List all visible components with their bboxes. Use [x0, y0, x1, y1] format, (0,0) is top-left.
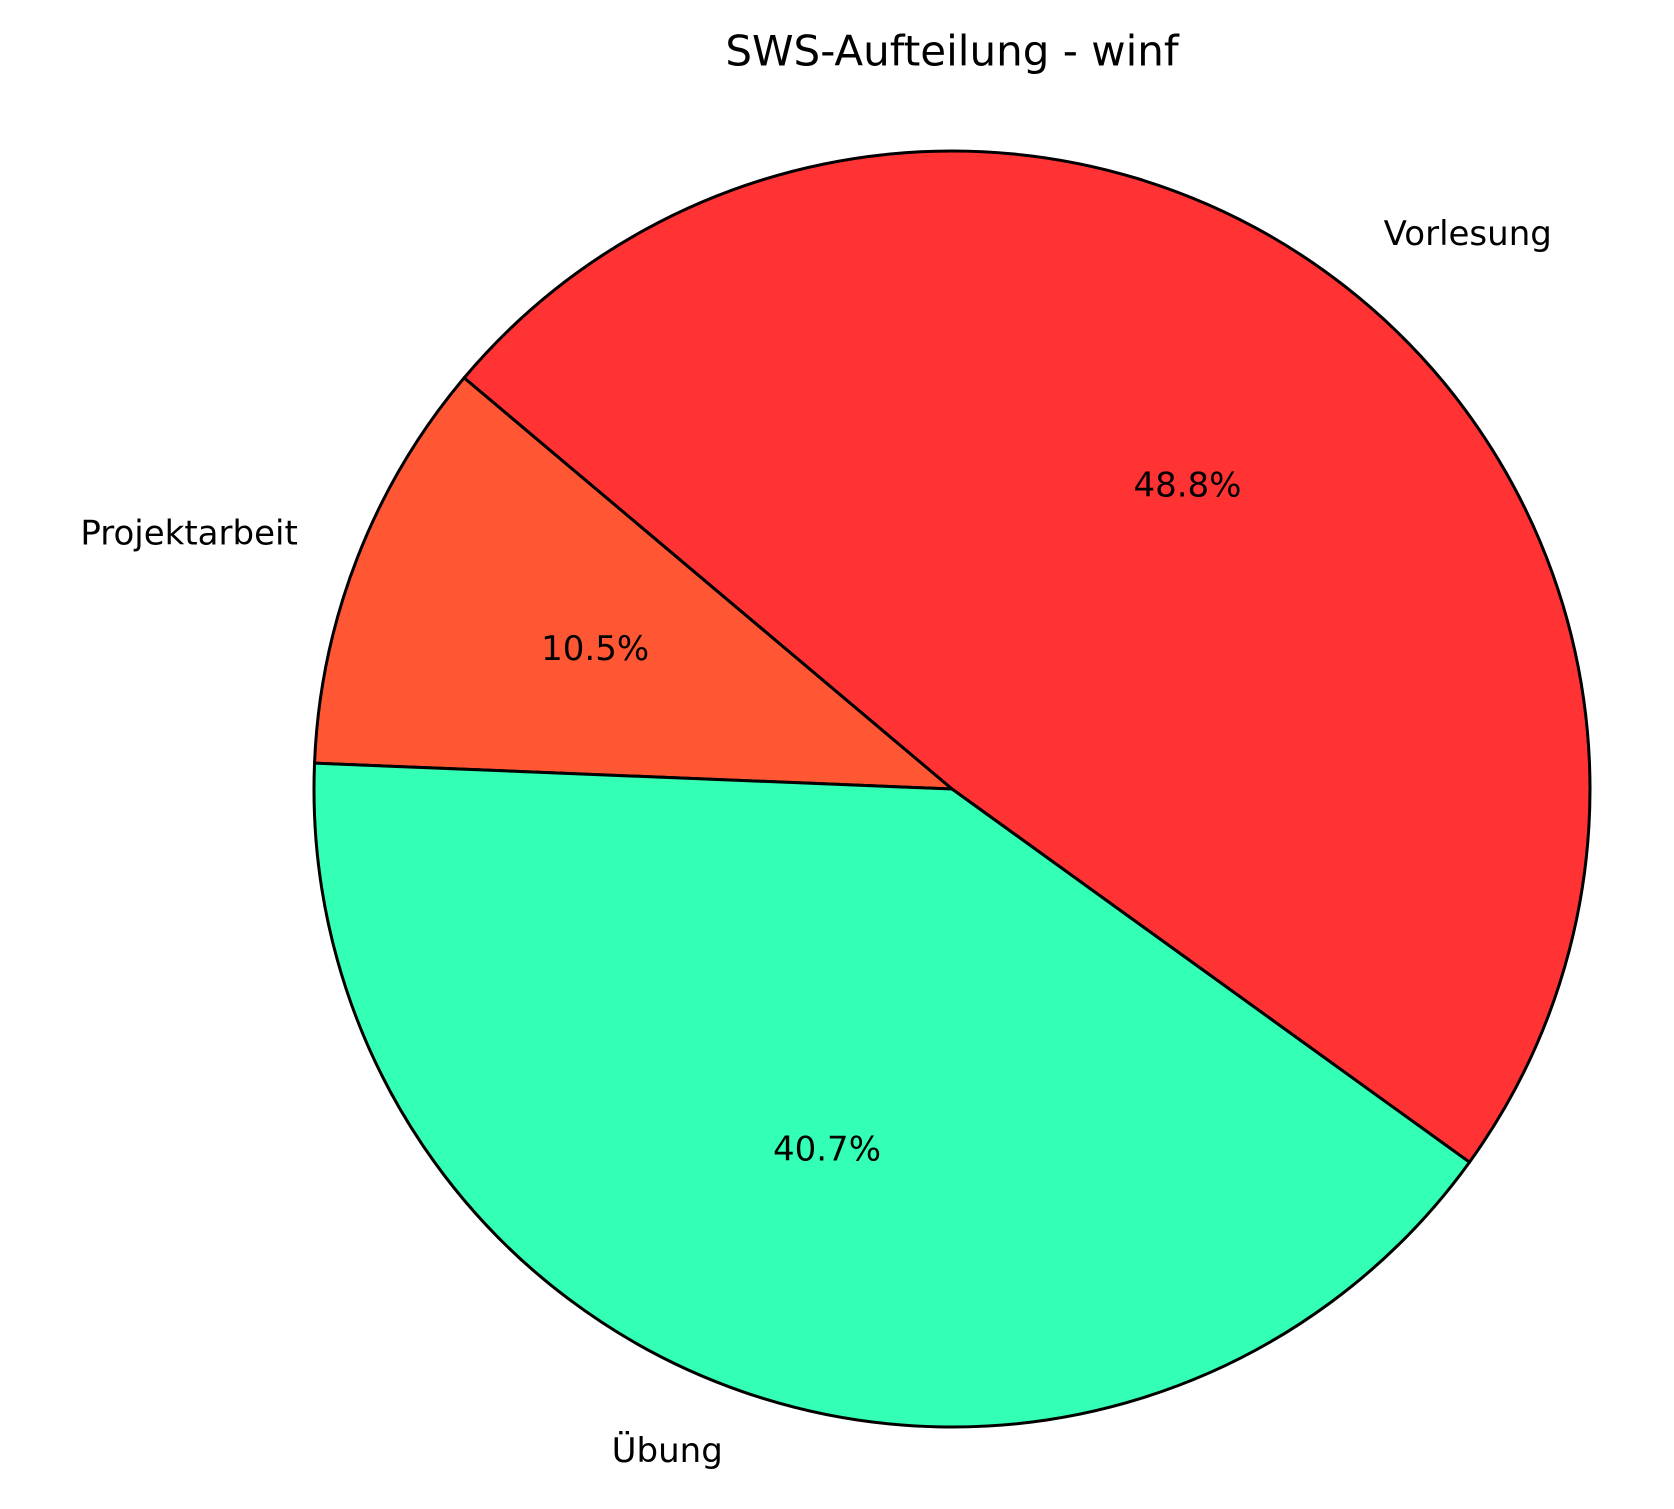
- value-label: 40.7%: [773, 1129, 881, 1169]
- pie-slice: [462, 149, 1592, 1164]
- slice-label: Vorlesung: [1384, 214, 1552, 254]
- slice-label: Übung: [612, 1430, 723, 1471]
- slice-label: Projektarbeit: [80, 513, 297, 553]
- pie-slice: [313, 376, 954, 791]
- value-label: 10.5%: [541, 629, 649, 669]
- value-label: 48.8%: [1133, 466, 1241, 506]
- pie-slice: [312, 761, 1471, 1429]
- chart-title: SWS-Aufteilung - winf: [725, 27, 1180, 76]
